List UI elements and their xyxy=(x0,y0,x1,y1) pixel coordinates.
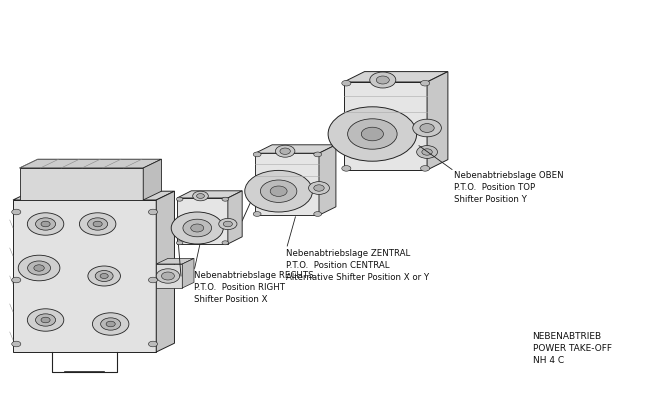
Circle shape xyxy=(27,309,64,331)
Circle shape xyxy=(93,221,102,227)
Polygon shape xyxy=(182,258,194,288)
Polygon shape xyxy=(143,159,161,200)
Circle shape xyxy=(95,270,113,282)
Circle shape xyxy=(12,341,21,347)
Circle shape xyxy=(348,119,397,149)
Circle shape xyxy=(27,261,51,275)
Circle shape xyxy=(191,224,204,232)
Polygon shape xyxy=(228,191,242,244)
Circle shape xyxy=(342,166,351,171)
Circle shape xyxy=(275,145,295,157)
Circle shape xyxy=(361,127,383,141)
Circle shape xyxy=(420,124,434,132)
Circle shape xyxy=(370,72,396,88)
Circle shape xyxy=(183,219,212,237)
Circle shape xyxy=(88,218,107,230)
Circle shape xyxy=(314,185,324,191)
Text: Nebenabtriebslage ZENTRAL
P.T.O.  Position CENTRAL
Alternative Shifter Position : Nebenabtriebslage ZENTRAL P.T.O. Positio… xyxy=(286,249,430,282)
Circle shape xyxy=(270,186,287,196)
Circle shape xyxy=(27,213,64,235)
Circle shape xyxy=(41,317,50,323)
Circle shape xyxy=(101,318,120,330)
Circle shape xyxy=(148,209,158,215)
Circle shape xyxy=(36,314,55,326)
Text: NEBENABTRIEB
POWER TAKE-OFF
NH 4 C: NEBENABTRIEB POWER TAKE-OFF NH 4 C xyxy=(533,332,611,365)
Polygon shape xyxy=(13,191,174,200)
Circle shape xyxy=(280,148,290,154)
Circle shape xyxy=(260,180,297,202)
Circle shape xyxy=(88,266,120,286)
Circle shape xyxy=(79,213,116,235)
Circle shape xyxy=(342,80,351,86)
Circle shape xyxy=(219,218,237,230)
Circle shape xyxy=(100,274,108,278)
Circle shape xyxy=(222,197,229,201)
Circle shape xyxy=(421,166,430,171)
Circle shape xyxy=(309,182,329,194)
Circle shape xyxy=(148,277,158,283)
Circle shape xyxy=(413,119,441,137)
Polygon shape xyxy=(177,191,242,198)
Circle shape xyxy=(41,221,50,227)
Polygon shape xyxy=(344,82,427,170)
Polygon shape xyxy=(427,72,448,170)
Circle shape xyxy=(156,269,180,283)
Circle shape xyxy=(148,341,158,347)
Circle shape xyxy=(314,212,322,216)
Circle shape xyxy=(36,218,55,230)
Circle shape xyxy=(176,197,183,201)
Circle shape xyxy=(34,265,44,271)
Text: Nebenabtriebslage OBEN
P.T.O.  Position TOP
Shifter Position Y: Nebenabtriebslage OBEN P.T.O. Position T… xyxy=(454,171,564,204)
Circle shape xyxy=(176,241,183,245)
Circle shape xyxy=(421,80,430,86)
Circle shape xyxy=(376,76,389,84)
Circle shape xyxy=(422,149,432,155)
Polygon shape xyxy=(156,264,182,288)
Polygon shape xyxy=(319,145,336,215)
Circle shape xyxy=(106,321,115,327)
Polygon shape xyxy=(156,258,194,264)
Circle shape xyxy=(193,191,208,201)
Circle shape xyxy=(197,194,204,198)
Polygon shape xyxy=(344,72,448,82)
Circle shape xyxy=(18,255,60,281)
Polygon shape xyxy=(156,191,174,352)
Circle shape xyxy=(253,152,261,157)
Circle shape xyxy=(12,209,21,215)
Text: Nebenabtriebslage RECHTS
P.T.O.  Position RIGHT
Shifter Position X: Nebenabtriebslage RECHTS P.T.O. Position… xyxy=(194,271,314,304)
Circle shape xyxy=(161,272,174,280)
Polygon shape xyxy=(177,198,228,244)
Circle shape xyxy=(12,277,21,283)
Polygon shape xyxy=(20,159,161,168)
Circle shape xyxy=(253,212,261,216)
Circle shape xyxy=(417,146,437,158)
Polygon shape xyxy=(255,145,336,153)
Circle shape xyxy=(92,313,129,335)
Circle shape xyxy=(222,241,229,245)
Polygon shape xyxy=(20,168,143,200)
Circle shape xyxy=(171,212,223,244)
Circle shape xyxy=(314,152,322,157)
Circle shape xyxy=(223,221,232,227)
Polygon shape xyxy=(255,153,319,215)
Circle shape xyxy=(328,107,417,161)
Polygon shape xyxy=(13,200,156,352)
Circle shape xyxy=(245,170,312,212)
